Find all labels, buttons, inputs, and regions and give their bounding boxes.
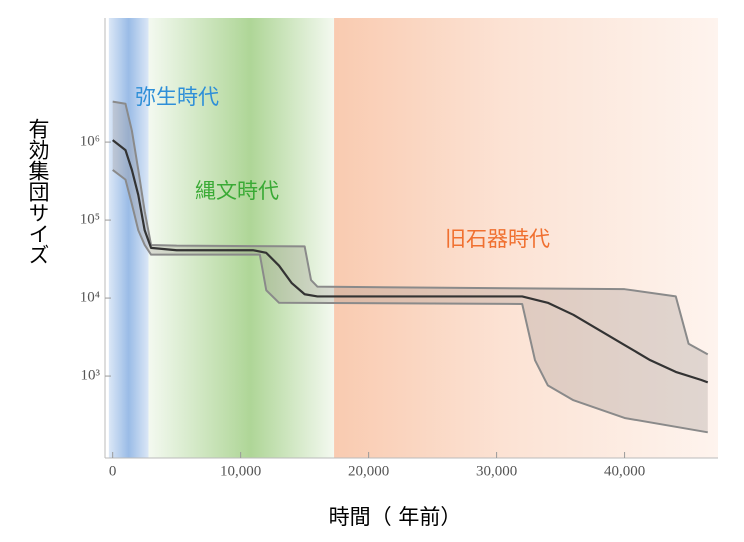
x-tick-label: 30,000: [476, 463, 517, 479]
series-line: [112, 139, 709, 384]
x-axis-label: 時間（ 年前）: [329, 505, 462, 529]
y-tick-label: 10⁵: [80, 212, 100, 228]
period-label: 縄文時代: [195, 179, 279, 203]
period-band: [148, 18, 335, 458]
x-tick-label: 0: [109, 463, 117, 479]
x-tick-label: 40,000: [604, 463, 645, 479]
x-tick-label: 10,000: [220, 463, 261, 479]
period-label: 弥生時代: [135, 85, 219, 109]
y-axis-label: 有効集団サイズ: [26, 118, 50, 265]
y-tick-label: 10³: [81, 367, 101, 383]
series-line: [112, 100, 709, 356]
x-tick-label: 20,000: [348, 463, 389, 479]
confidence-band: [112, 101, 708, 433]
period-label: 旧石器時代: [445, 227, 550, 251]
series-line: [112, 169, 708, 434]
y-tick-label: 10⁶: [80, 134, 100, 150]
period-band: [334, 18, 718, 458]
y-tick-label: 10⁴: [80, 290, 100, 306]
